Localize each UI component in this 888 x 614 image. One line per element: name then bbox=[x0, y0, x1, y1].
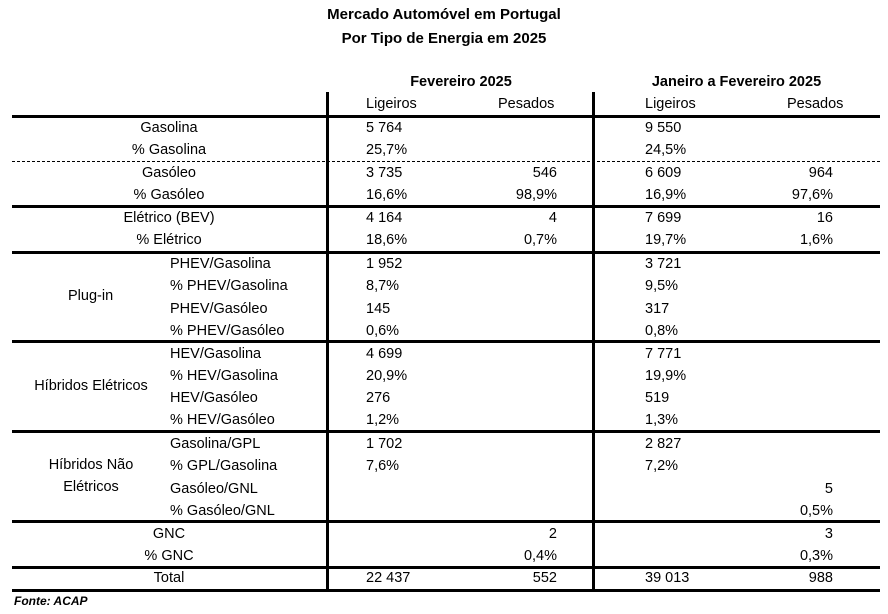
header-ligeiros-2: Ligeiros bbox=[645, 96, 696, 112]
row-label: HEV/Gasolina bbox=[170, 346, 262, 362]
cell-c2: 98,9% bbox=[515, 187, 557, 203]
cell-c3: 19,7% bbox=[645, 232, 687, 248]
cell-c4: 0,3% bbox=[799, 548, 833, 564]
cell-c1: 4 699 bbox=[366, 346, 403, 362]
row-label: % PHEV/Gasolina bbox=[170, 278, 288, 294]
cell-c4: 0,5% bbox=[799, 503, 833, 519]
header-pesados-2: Pesados bbox=[787, 96, 844, 112]
cell-c1: 20,9% bbox=[366, 368, 408, 384]
cell-c1: 16,6% bbox=[366, 187, 408, 203]
cell-c3: 9 550 bbox=[645, 120, 682, 136]
cell-c1: 4 164 bbox=[366, 210, 403, 226]
cell-c2: 0,4% bbox=[523, 548, 557, 564]
group-hibridos-nao-line-2: Elétricos bbox=[63, 479, 119, 495]
rule-hibridos bbox=[12, 430, 880, 433]
row-label: HEV/Gasóleo bbox=[170, 390, 258, 406]
row-label: Gasóleo bbox=[141, 165, 196, 181]
row-label: % HEV/Gasolina bbox=[170, 368, 278, 384]
row-label: % Gasóleo/GNL bbox=[170, 503, 275, 519]
rule-gnc bbox=[12, 566, 880, 569]
rule-eletrico bbox=[12, 251, 880, 254]
cell-c3: 19,9% bbox=[645, 368, 687, 384]
cell-c2: 2 bbox=[548, 526, 557, 542]
row-label: % Gasolina bbox=[131, 142, 207, 158]
title-line-2: Por Tipo de Energia em 2025 bbox=[341, 30, 547, 47]
cell-c1: 0,6% bbox=[366, 323, 400, 339]
cell-c3: 9,5% bbox=[645, 278, 679, 294]
cell-c3: 519 bbox=[645, 390, 670, 406]
rule-total bbox=[12, 589, 880, 592]
cell-c3: 7 699 bbox=[645, 210, 682, 226]
row-label: Elétrico (BEV) bbox=[123, 210, 215, 226]
header-period-1: Fevereiro 2025 bbox=[410, 74, 512, 90]
cell-c3: 16,9% bbox=[645, 187, 687, 203]
source-note: Fonte: ACAP bbox=[14, 594, 88, 608]
cell-c1: 25,7% bbox=[366, 142, 408, 158]
row-label: PHEV/Gasóleo bbox=[170, 301, 268, 317]
cell-c1: 1 952 bbox=[366, 256, 403, 272]
row-label: Gasolina bbox=[140, 120, 198, 136]
cell-c1: 145 bbox=[366, 301, 391, 317]
row-label: GNC bbox=[152, 526, 186, 542]
header-period-2: Janeiro a Fevereiro 2025 bbox=[651, 74, 822, 90]
cell-c1: 22 437 bbox=[366, 570, 411, 586]
group-hibridos-nao-line-1: Híbridos Não bbox=[48, 457, 134, 473]
cell-c3: 0,8% bbox=[645, 323, 679, 339]
cell-c4: 3 bbox=[824, 526, 833, 542]
cell-c3: 39 013 bbox=[645, 570, 690, 586]
cell-c3: 3 721 bbox=[645, 256, 682, 272]
title-line-1: Mercado Automóvel em Portugal bbox=[327, 6, 561, 23]
cell-c2: 546 bbox=[532, 165, 557, 181]
cell-c3: 317 bbox=[645, 301, 670, 317]
cell-c3: 24,5% bbox=[645, 142, 687, 158]
cell-c1: 8,7% bbox=[366, 278, 400, 294]
cell-c2: 0,7% bbox=[523, 232, 557, 248]
row-label: Total bbox=[153, 570, 185, 586]
cell-c4: 16 bbox=[816, 210, 833, 226]
cell-c4: 5 bbox=[824, 481, 833, 497]
cell-c1: 1 702 bbox=[366, 436, 403, 452]
cell-c3: 7 771 bbox=[645, 346, 682, 362]
cell-c1: 7,6% bbox=[366, 458, 400, 474]
cell-c1: 3 735 bbox=[366, 165, 403, 181]
row-label: Gasóleo/GNL bbox=[170, 481, 258, 497]
row-label: % GNC bbox=[144, 548, 194, 564]
row-label: Gasolina/GPL bbox=[170, 436, 261, 452]
group-plugin: Plug-in bbox=[68, 288, 114, 304]
cell-c3: 1,3% bbox=[645, 412, 679, 428]
cell-c2: 552 bbox=[532, 570, 557, 586]
cell-c2: 4 bbox=[548, 210, 557, 226]
cell-c4: 964 bbox=[808, 165, 833, 181]
cell-c4: 988 bbox=[808, 570, 833, 586]
header-ligeiros-1: Ligeiros bbox=[366, 96, 417, 112]
rule-plugin bbox=[12, 340, 880, 343]
cell-c4: 97,6% bbox=[791, 187, 833, 203]
cell-c4: 1,6% bbox=[799, 232, 833, 248]
rule-gasoleo bbox=[12, 205, 880, 208]
row-label: % PHEV/Gasóleo bbox=[170, 323, 285, 339]
row-label: % Gasóleo bbox=[133, 187, 205, 203]
cell-c3: 7,2% bbox=[645, 458, 679, 474]
header-pesados-1: Pesados bbox=[498, 96, 555, 112]
row-label: % HEV/Gasóleo bbox=[170, 412, 275, 428]
rule-header bbox=[12, 115, 880, 118]
rule-gasolina bbox=[12, 161, 880, 162]
row-label: % GPL/Gasolina bbox=[170, 458, 278, 474]
rule-hibridos-nao bbox=[12, 520, 880, 523]
cell-c1: 18,6% bbox=[366, 232, 408, 248]
cell-c1: 276 bbox=[366, 390, 391, 406]
cell-c3: 6 609 bbox=[645, 165, 682, 181]
row-label: % Elétrico bbox=[136, 232, 202, 248]
cell-c1: 5 764 bbox=[366, 120, 403, 136]
cell-c3: 2 827 bbox=[645, 436, 682, 452]
row-label: PHEV/Gasolina bbox=[170, 256, 271, 272]
cell-c1: 1,2% bbox=[366, 412, 400, 428]
group-hibridos-eletricos: Híbridos Elétricos bbox=[34, 378, 148, 394]
